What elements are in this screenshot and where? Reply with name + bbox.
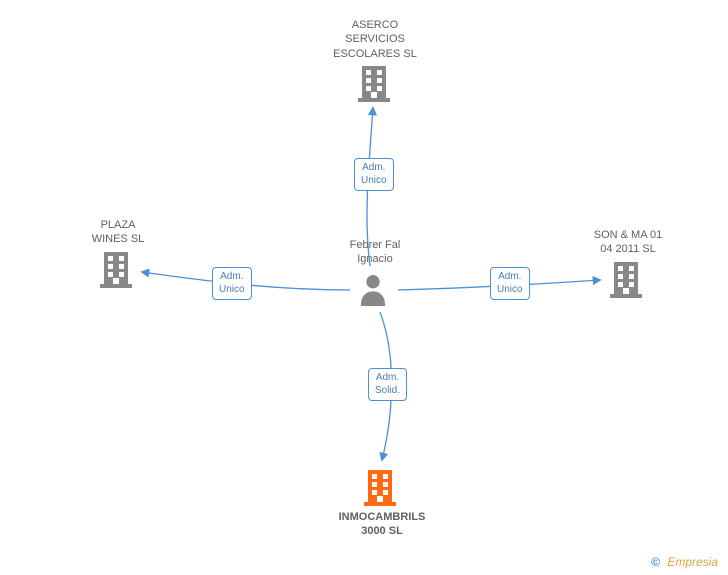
node-label-bottom: INMOCAMBRILS 3000 SL (322, 510, 442, 539)
node-label-left: PLAZA WINES SL (78, 218, 158, 247)
edge-badge-left: Adm. Unico (212, 267, 252, 300)
brand-name: Empresia (667, 555, 718, 569)
edge-badge-bottom: Adm. Solid. (368, 368, 407, 401)
edge-badge-right: Adm. Unico (490, 267, 530, 300)
building-icon-bottom (362, 466, 398, 506)
node-label-top: ASERCO SERVICIOS ESCOLARES SL (320, 18, 430, 61)
center-label: Febrer Fal Ignacio (335, 238, 415, 267)
person-icon (358, 272, 388, 306)
copyright-symbol: © (651, 555, 660, 569)
building-icon-left (98, 248, 134, 288)
building-icon-top (356, 62, 392, 102)
footer-branding: © Empresia (651, 555, 718, 569)
building-icon-right (608, 258, 644, 298)
node-label-right: SON & MA 01 04 2011 SL (578, 228, 678, 257)
edge-badge-top: Adm. Unico (354, 158, 394, 191)
